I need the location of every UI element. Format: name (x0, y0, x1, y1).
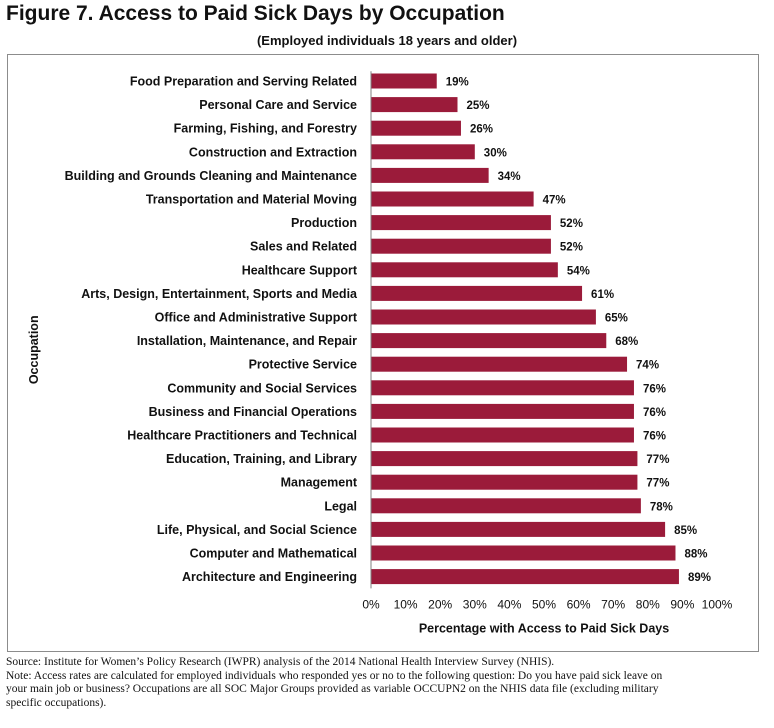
data-label: 85% (674, 525, 697, 537)
data-label: 34% (498, 171, 521, 183)
data-label: 19% (446, 77, 469, 89)
data-label: 78% (650, 501, 673, 513)
category-label: Management (281, 476, 358, 490)
data-label: 89% (688, 572, 711, 584)
bar (371, 120, 461, 136)
data-label: 76% (643, 407, 666, 419)
bar (371, 569, 679, 585)
category-label: Life, Physical, and Social Science (157, 523, 357, 537)
x-tick-label: 10% (394, 597, 418, 611)
bar (371, 498, 641, 514)
data-label: 76% (643, 431, 666, 443)
x-tick-label: 50% (532, 597, 556, 611)
bar (371, 521, 666, 537)
data-label: 52% (560, 218, 583, 230)
bar (371, 451, 638, 467)
bar (371, 285, 583, 301)
bar (371, 427, 634, 443)
category-label: Healthcare Support (242, 263, 358, 277)
category-label: Business and Financial Operations (149, 405, 357, 419)
chart-title: Figure 7. Access to Paid Sick Days by Oc… (6, 2, 505, 25)
category-label: Arts, Design, Entertainment, Sports and … (81, 287, 358, 301)
footnotes: Source: Institute for Women’s Policy Res… (6, 656, 766, 710)
bar (371, 474, 638, 490)
bar (371, 215, 551, 231)
bar (371, 356, 628, 372)
bar (371, 545, 676, 561)
data-label: 68% (615, 336, 638, 348)
bar (371, 238, 551, 254)
x-tick-label: 30% (463, 597, 487, 611)
bar (371, 191, 534, 207)
data-label: 88% (684, 549, 707, 561)
category-label: Healthcare Practitioners and Technical (127, 429, 357, 443)
data-label: 30% (484, 147, 507, 159)
category-label: Personal Care and Service (199, 98, 357, 112)
category-label: Sales and Related (250, 240, 357, 254)
data-label: 77% (646, 454, 669, 466)
x-tick-label: 100% (702, 597, 733, 611)
method-note-line-1: Note: Access rates are calculated for em… (6, 669, 663, 682)
x-tick-label: 0% (362, 597, 380, 611)
category-label: Farming, Fishing, and Forestry (174, 122, 357, 136)
x-tick-label: 40% (497, 597, 521, 611)
bar (371, 73, 437, 89)
source-note: Source: Institute for Women’s Policy Res… (6, 656, 555, 668)
category-label: Construction and Extraction (189, 145, 357, 159)
category-label: Protective Service (249, 358, 357, 372)
x-tick-label: 80% (636, 597, 660, 611)
data-label: 61% (591, 289, 614, 301)
category-label: Education, Training, and Library (166, 452, 357, 466)
category-label: Food Preparation and Serving Related (130, 75, 357, 89)
category-label: Office and Administrative Support (155, 311, 358, 325)
data-label: 65% (605, 313, 628, 325)
bar-chart: Food Preparation and Serving Related 19% P… (27, 71, 733, 635)
category-label: Installation, Maintenance, and Repair (137, 334, 357, 348)
y-axis-title: Occupation (27, 315, 41, 384)
data-label: 26% (470, 124, 493, 136)
x-tick-label: 20% (428, 597, 452, 611)
category-label: Transportation and Material Moving (146, 193, 357, 207)
x-tick-label: 70% (601, 597, 625, 611)
bar (371, 380, 634, 396)
bar (371, 144, 475, 160)
category-label: Legal (324, 499, 357, 513)
data-label: 52% (560, 242, 583, 254)
bar (371, 403, 634, 419)
data-label: 25% (467, 100, 490, 112)
bar (371, 97, 458, 113)
method-note-line-3: specific occupations). (6, 696, 107, 709)
data-label: 54% (567, 265, 590, 277)
chart-frame: Food Preparation and Serving Related 19% P… (7, 54, 759, 652)
bar (371, 262, 558, 278)
data-label: 76% (643, 383, 666, 395)
bar (371, 167, 489, 183)
x-axis-title: Percentage with Access to Paid Sick Days (419, 621, 669, 635)
data-label: 74% (636, 360, 659, 372)
chart-subtitle: (Employed individuals 18 years and older… (256, 33, 518, 48)
data-label: 77% (646, 478, 669, 490)
data-label: 47% (543, 195, 566, 207)
x-tick-label: 60% (567, 597, 591, 611)
category-label: Production (291, 216, 357, 230)
bar (371, 333, 607, 349)
category-label: Architecture and Engineering (182, 570, 357, 584)
category-label: Building and Grounds Cleaning and Mainte… (65, 169, 357, 183)
x-tick-label: 90% (670, 597, 694, 611)
category-label: Community and Social Services (167, 381, 357, 395)
category-label: Computer and Mathematical (190, 547, 357, 561)
bar (371, 309, 596, 325)
method-note-line-2: your main job or business? Occupations a… (6, 683, 659, 696)
